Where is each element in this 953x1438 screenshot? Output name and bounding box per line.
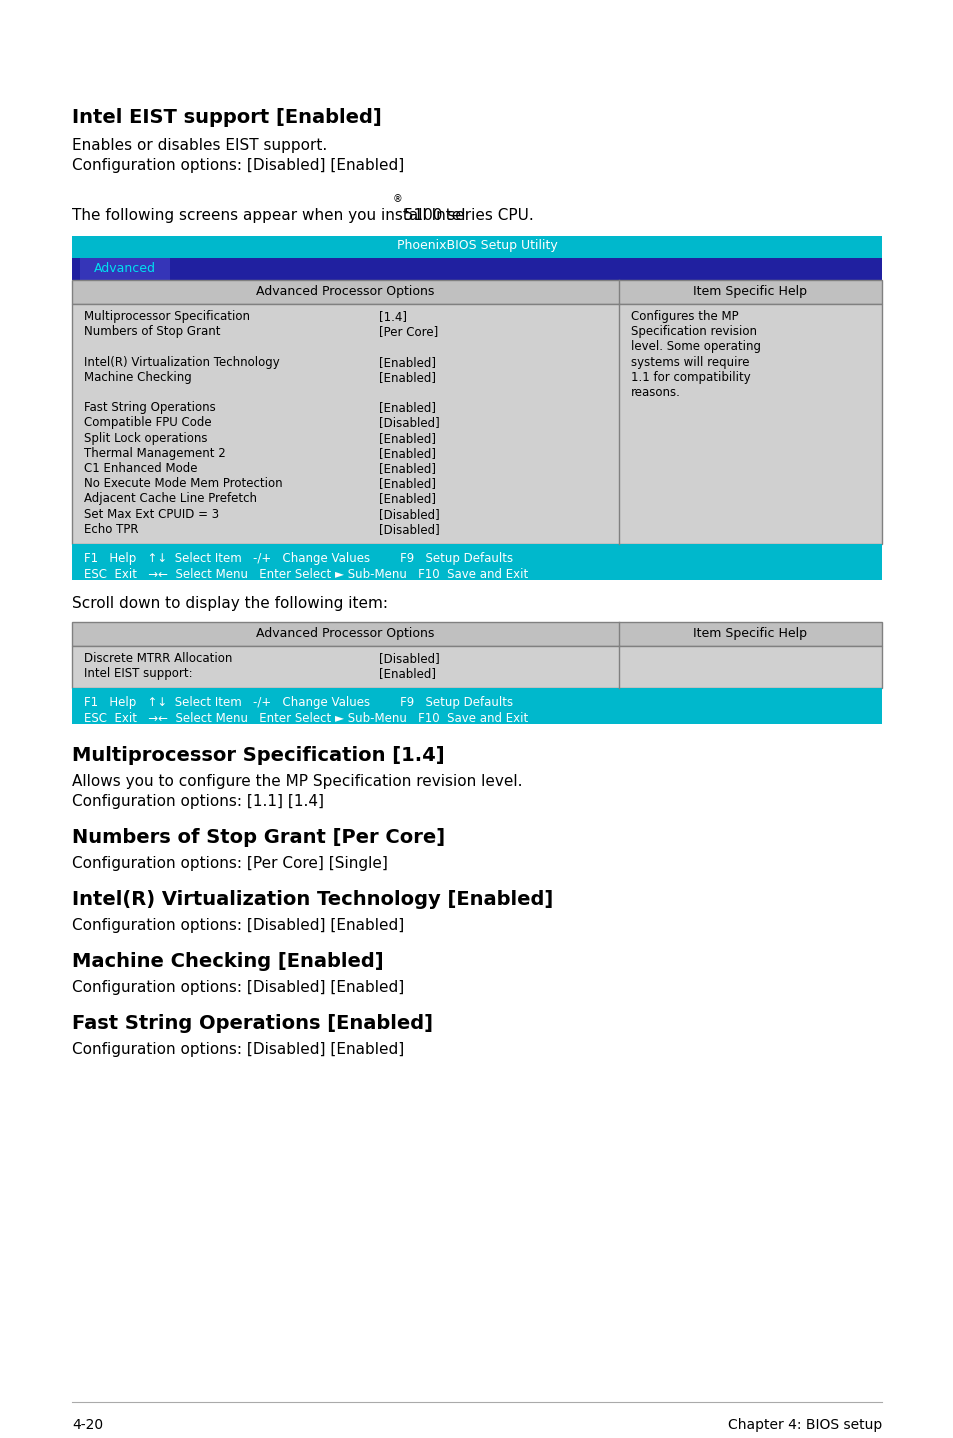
Bar xyxy=(71,257,882,280)
Text: Thermal Management 2: Thermal Management 2 xyxy=(84,447,226,460)
Text: [Disabled]: [Disabled] xyxy=(378,508,439,521)
Text: ESC  Exit   →←  Select Menu   Enter Select ► Sub-Menu   F10  Save and Exit: ESC Exit →← Select Menu Enter Select ► S… xyxy=(84,712,528,725)
Text: Configuration options: [1.1] [1.4]: Configuration options: [1.1] [1.4] xyxy=(71,794,324,810)
Text: No Execute Mode Mem Protection: No Execute Mode Mem Protection xyxy=(84,477,282,490)
Text: 1.1 for compatibility: 1.1 for compatibility xyxy=(630,371,750,384)
Text: Discrete MTRR Allocation: Discrete MTRR Allocation xyxy=(84,651,233,664)
Text: PhoenixBIOS Setup Utility: PhoenixBIOS Setup Utility xyxy=(396,240,557,253)
Bar xyxy=(71,303,882,544)
Text: Configuration options: [Disabled] [Enabled]: Configuration options: [Disabled] [Enabl… xyxy=(71,981,404,995)
Bar xyxy=(71,280,882,303)
Text: Intel(R) Virtualization Technology [Enabled]: Intel(R) Virtualization Technology [Enab… xyxy=(71,890,553,909)
Text: Multiprocessor Specification [1.4]: Multiprocessor Specification [1.4] xyxy=(71,746,444,765)
Text: Machine Checking [Enabled]: Machine Checking [Enabled] xyxy=(71,952,383,972)
Text: 5100 series CPU.: 5100 series CPU. xyxy=(399,209,534,223)
Text: [Disabled]: [Disabled] xyxy=(378,417,439,430)
Text: Configuration options: [Disabled] [Enabled]: Configuration options: [Disabled] [Enabl… xyxy=(71,158,404,173)
Text: reasons.: reasons. xyxy=(630,385,679,398)
Text: Item Specific Help: Item Specific Help xyxy=(693,285,806,298)
Text: Numbers of Stop Grant: Numbers of Stop Grant xyxy=(84,325,220,338)
Text: Scroll down to display the following item:: Scroll down to display the following ite… xyxy=(71,595,388,611)
Text: Item Specific Help: Item Specific Help xyxy=(693,627,806,640)
Text: [Enabled]: [Enabled] xyxy=(378,462,436,475)
Text: Split Lock operations: Split Lock operations xyxy=(84,431,208,444)
Text: Configuration options: [Disabled] [Enabled]: Configuration options: [Disabled] [Enabl… xyxy=(71,919,404,933)
Text: Configures the MP: Configures the MP xyxy=(630,311,738,324)
Text: Configuration options: [Per Core] [Single]: Configuration options: [Per Core] [Singl… xyxy=(71,857,388,871)
Text: ®: ® xyxy=(392,194,401,204)
Text: level. Some operating: level. Some operating xyxy=(630,341,760,354)
Text: Advanced: Advanced xyxy=(94,262,156,275)
Text: Fast String Operations [Enabled]: Fast String Operations [Enabled] xyxy=(71,1014,433,1034)
Text: Multiprocessor Specification: Multiprocessor Specification xyxy=(84,311,250,324)
Bar xyxy=(71,544,882,580)
Text: ESC  Exit   →←  Select Menu   Enter Select ► Sub-Menu   F10  Save and Exit: ESC Exit →← Select Menu Enter Select ► S… xyxy=(84,568,528,581)
Text: Numbers of Stop Grant [Per Core]: Numbers of Stop Grant [Per Core] xyxy=(71,828,445,847)
Text: Intel EIST support:: Intel EIST support: xyxy=(84,667,193,680)
Text: 4-20: 4-20 xyxy=(71,1418,103,1432)
Text: Allows you to configure the MP Specification revision level.: Allows you to configure the MP Specifica… xyxy=(71,775,522,789)
Text: F1   Help   ↑↓  Select Item   -/+   Change Values        F9   Setup Defaults: F1 Help ↑↓ Select Item -/+ Change Values… xyxy=(84,696,513,709)
Text: The following screens appear when you install Intel: The following screens appear when you in… xyxy=(71,209,465,223)
Text: Configuration options: [Disabled] [Enabled]: Configuration options: [Disabled] [Enabl… xyxy=(71,1043,404,1057)
Text: [Enabled]: [Enabled] xyxy=(378,667,436,680)
Text: Fast String Operations: Fast String Operations xyxy=(84,401,215,414)
Text: Adjacent Cache Line Prefetch: Adjacent Cache Line Prefetch xyxy=(84,492,256,505)
Text: [Enabled]: [Enabled] xyxy=(378,477,436,490)
Text: C1 Enhanced Mode: C1 Enhanced Mode xyxy=(84,462,197,475)
Bar xyxy=(80,257,170,280)
Text: Advanced Processor Options: Advanced Processor Options xyxy=(256,285,435,298)
Text: Enables or disables EIST support.: Enables or disables EIST support. xyxy=(71,138,327,152)
Text: Machine Checking: Machine Checking xyxy=(84,371,192,384)
Text: Advanced Processor Options: Advanced Processor Options xyxy=(256,627,435,640)
Bar xyxy=(71,646,882,689)
Text: [1.4]: [1.4] xyxy=(378,311,407,324)
Text: [Per Core]: [Per Core] xyxy=(378,325,437,338)
Text: Intel(R) Virtualization Technology: Intel(R) Virtualization Technology xyxy=(84,355,279,368)
Text: Compatible FPU Code: Compatible FPU Code xyxy=(84,417,212,430)
Text: [Disabled]: [Disabled] xyxy=(378,523,439,536)
Text: Specification revision: Specification revision xyxy=(630,325,756,338)
Text: [Enabled]: [Enabled] xyxy=(378,401,436,414)
Text: Echo TPR: Echo TPR xyxy=(84,523,138,536)
Text: Set Max Ext CPUID = 3: Set Max Ext CPUID = 3 xyxy=(84,508,219,521)
Text: F1   Help   ↑↓  Select Item   -/+   Change Values        F9   Setup Defaults: F1 Help ↑↓ Select Item -/+ Change Values… xyxy=(84,552,513,565)
Bar xyxy=(71,623,882,646)
Text: [Enabled]: [Enabled] xyxy=(378,355,436,368)
Text: [Enabled]: [Enabled] xyxy=(378,492,436,505)
Text: Intel EIST support [Enabled]: Intel EIST support [Enabled] xyxy=(71,108,381,127)
Text: [Enabled]: [Enabled] xyxy=(378,447,436,460)
Text: systems will require: systems will require xyxy=(630,355,748,368)
Bar xyxy=(71,236,882,257)
Bar xyxy=(71,689,882,725)
Text: [Disabled]: [Disabled] xyxy=(378,651,439,664)
Text: Chapter 4: BIOS setup: Chapter 4: BIOS setup xyxy=(727,1418,882,1432)
Text: [Enabled]: [Enabled] xyxy=(378,431,436,444)
Text: [Enabled]: [Enabled] xyxy=(378,371,436,384)
